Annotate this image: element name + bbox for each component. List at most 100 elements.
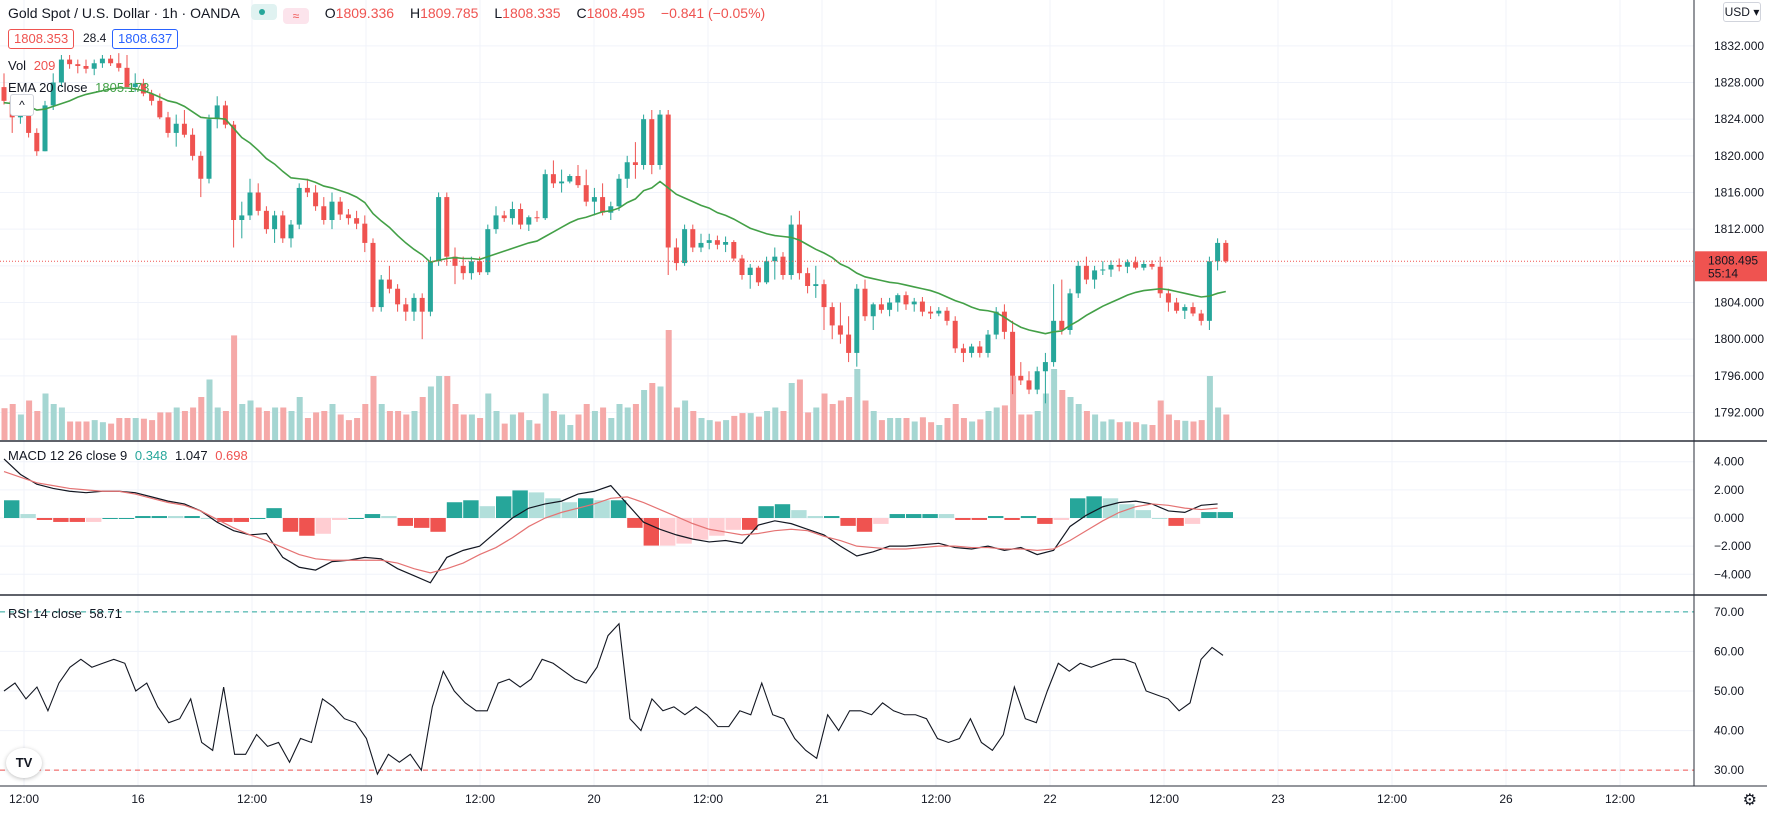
volume-bar <box>846 397 853 440</box>
candle-body <box>42 105 48 152</box>
volume-bar <box>214 407 221 440</box>
candle-body <box>952 320 958 349</box>
ask-price-button[interactable]: 1808.637 <box>112 29 179 49</box>
volume-bar <box>960 418 967 440</box>
volume-bar <box>575 414 582 440</box>
candle-body <box>313 192 319 207</box>
volume-bar <box>468 414 475 440</box>
candle-body <box>386 279 392 289</box>
volume-bar <box>403 414 410 440</box>
candle-body <box>1190 307 1196 314</box>
candle-body <box>673 247 679 264</box>
candle-body <box>911 301 917 305</box>
candle-body <box>559 181 565 184</box>
macd-histogram-bar <box>135 516 151 518</box>
macd-histogram-bar <box>86 518 102 522</box>
candle-body <box>764 261 770 283</box>
ohlc-high: H1809.785 <box>409 5 479 21</box>
market-status-icon[interactable] <box>250 4 277 20</box>
macd-histogram-bar <box>1217 512 1233 518</box>
volume-bar <box>444 376 451 440</box>
x-tick-label: 12:00 <box>1149 792 1179 806</box>
volume-bar <box>764 411 771 440</box>
tradingview-logo[interactable]: TV <box>6 748 42 778</box>
candle-body <box>91 63 97 69</box>
ohlc-close: C1808.495 <box>576 5 645 21</box>
candle-body <box>75 64 81 66</box>
candle-body <box>1010 331 1016 376</box>
macd-histogram-bar <box>118 518 135 519</box>
volume-bar <box>698 418 705 440</box>
settings-gear-icon[interactable]: ⚙ <box>1742 792 1757 809</box>
volume-bar <box>411 411 418 440</box>
symbol-title[interactable]: Gold Spot / U.S. Dollar · 1h · OANDA <box>8 5 240 21</box>
last-price-label: 1808.495 <box>1708 253 1758 267</box>
volume-bar <box>493 411 500 440</box>
bid-price-button[interactable]: 1808.353 <box>8 29 75 49</box>
rsi-value: 58.71 <box>89 606 122 621</box>
volume-bar <box>911 421 918 440</box>
candle-body <box>501 215 507 219</box>
volume-bar <box>247 400 254 440</box>
macd-histogram-bar <box>102 518 118 519</box>
volume-bar <box>1182 420 1189 440</box>
candle-body <box>493 215 499 230</box>
macd-histogram-bar <box>643 518 659 546</box>
candle-body <box>780 256 786 275</box>
ohlc-change: −0.841 (−0.05%) <box>660 5 766 21</box>
bar-countdown-label: 55:14 <box>1708 266 1738 280</box>
macd-histogram-bar <box>200 518 217 519</box>
candle-body <box>329 201 335 220</box>
candle-body <box>1157 266 1163 294</box>
x-tick-label: 12:00 <box>1377 792 1407 806</box>
candle-body <box>1067 293 1073 330</box>
candle-body <box>903 295 909 305</box>
volume-bar <box>321 411 328 440</box>
x-tick-label: 12:00 <box>921 792 951 806</box>
ema-value: 1805.173 <box>95 80 150 95</box>
macd-histogram-bar <box>1086 496 1102 518</box>
candle-body <box>370 242 376 308</box>
macd-legend[interactable]: MACD 12 26 close 9 0.348 1.047 0.698 <box>8 448 248 463</box>
volume-bar <box>829 404 836 440</box>
price-tick-label: 1824.000 <box>1714 112 1764 126</box>
candle-body <box>477 261 483 273</box>
wave-icon[interactable]: ≈ <box>282 8 309 24</box>
volume-bar <box>1149 425 1156 440</box>
macd-histogram-bar <box>1119 504 1135 518</box>
candle-body <box>50 82 56 106</box>
macd-histogram-bar <box>627 518 643 528</box>
rsi-legend[interactable]: RSI 14 close 58.71 <box>8 606 122 621</box>
volume-bar <box>1018 414 1025 440</box>
candle-body <box>1042 362 1048 372</box>
macd-histogram-bar <box>315 518 331 534</box>
volume-bar <box>1190 421 1197 440</box>
volume-bar <box>518 412 525 440</box>
price-tick-label: 1800.000 <box>1714 332 1764 346</box>
volume-bar <box>354 418 361 440</box>
volume-bar <box>944 418 951 440</box>
ema-legend[interactable]: EMA 20 close 1805.173 <box>8 80 149 95</box>
candle-body <box>739 258 745 275</box>
candle-body <box>1051 320 1057 363</box>
volume-bar <box>329 404 336 440</box>
candle-body <box>362 223 368 243</box>
macd-histogram-bar <box>479 506 495 518</box>
volume-bar <box>731 415 738 440</box>
volume-bar <box>272 407 279 440</box>
volume-bar <box>1206 376 1213 440</box>
candle-body <box>1100 269 1106 271</box>
currency-selector[interactable]: USD ▾ <box>1723 2 1761 22</box>
candle-body <box>337 201 343 215</box>
volume-bar <box>706 420 713 440</box>
macd-line <box>3 458 1218 584</box>
candle-body <box>755 267 761 283</box>
price-tick-label: 1832.000 <box>1714 39 1764 53</box>
volume-bar <box>140 418 147 440</box>
collapse-legend-button[interactable]: ^ <box>10 94 34 116</box>
volume-legend[interactable]: Vol 209 <box>8 58 55 73</box>
candle-body <box>280 215 286 239</box>
volume-bar <box>17 414 24 440</box>
macd-hist-value: 0.348 <box>134 448 168 463</box>
